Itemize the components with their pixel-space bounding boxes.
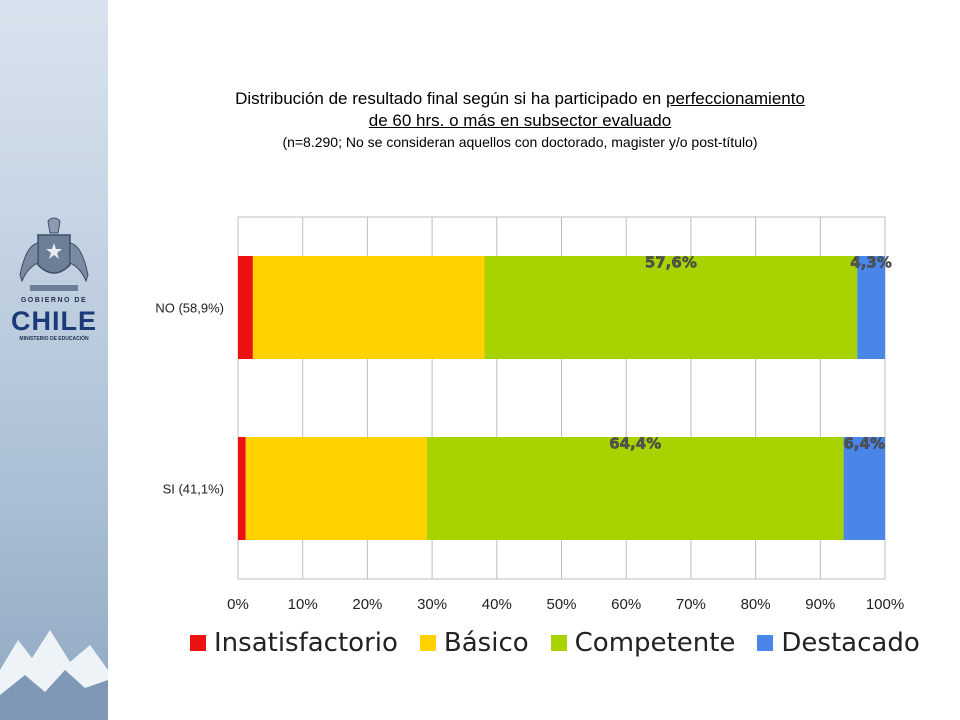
coat-of-arms-icon [19, 217, 89, 291]
legend-item: Competente [550, 628, 736, 658]
x-tick-label: 0% [227, 596, 249, 613]
logo-text-gobierno: GOBIERNO DE [20, 297, 88, 304]
x-tick-label: 70% [676, 596, 706, 613]
bar-segment [857, 256, 885, 359]
legend-label: Competente [574, 628, 736, 658]
data-label: 57,6% [645, 254, 697, 272]
bar-segment [252, 256, 485, 359]
side-panel: GOBIERNO DE CHILE MINISTERIO DE EDUCACIÓ… [0, 0, 108, 720]
bar-segment [238, 256, 253, 359]
legend-label: Básico [443, 628, 529, 658]
title-line-1-underlined: perfeccionamiento [666, 89, 805, 108]
title-line-1-text: Distribución de resultado final según si… [235, 89, 666, 108]
bar-segment [843, 437, 885, 540]
legend-swatch [419, 635, 436, 651]
x-tick-label: 50% [546, 596, 576, 613]
bar-segment [426, 437, 844, 540]
bar-segment [484, 256, 858, 359]
data-label: 6,4% [843, 435, 885, 453]
title-line-2: de 60 hrs. o más en subsector evaluado [120, 110, 920, 132]
x-tick-label: 10% [288, 596, 318, 613]
logo-text-chile: CHILE [11, 306, 97, 336]
chart-legend: Insatisfactorio Básico Competente Destacado [190, 626, 920, 660]
data-label: 4,3% [850, 254, 892, 272]
legend-label: Insatisfactorio [214, 628, 398, 658]
gobierno-chile-logo: GOBIERNO DE CHILE MINISTERIO DE EDUCACIÓ… [8, 215, 100, 345]
x-tick-label: 60% [611, 596, 641, 613]
chart-subtitle: (n=8.290; No se consideran aquellos con … [282, 134, 758, 150]
bar-segment [245, 437, 427, 540]
category-label: NO (58,9%) [155, 301, 224, 316]
legend-item: Básico [419, 628, 529, 658]
title-line-2-underlined: de 60 hrs. o más en subsector evaluado [368, 111, 672, 130]
legend-swatch [550, 635, 567, 651]
mountain-decoration [0, 630, 108, 720]
legend-item: Destacado [757, 628, 920, 658]
legend-label: Destacado [781, 628, 920, 658]
chart-title: Distribución de resultado final según si… [120, 88, 920, 152]
legend-swatch [757, 635, 774, 651]
x-tick-label: 80% [741, 596, 771, 613]
title-line-1: Distribución de resultado final según si… [120, 88, 920, 110]
data-label: 64,4% [609, 435, 661, 453]
legend-swatch [190, 635, 206, 651]
x-tick-label: 40% [482, 596, 512, 613]
x-tick-label: 100% [866, 596, 904, 613]
legend-item: Insatisfactorio [190, 628, 398, 658]
logo-text-ministerio: MINISTERIO DE EDUCACIÓN [19, 336, 89, 342]
category-label: SI (41,1%) [163, 482, 224, 497]
stacked-bar-chart: 0% 10% 20% 30% 40% 50% 60% 70% 80% 90% 100% NO (58,… [155, 216, 904, 613]
x-tick-label: 30% [417, 596, 447, 613]
bar-segment [238, 437, 246, 540]
x-tick-label: 20% [352, 596, 382, 613]
x-tick-label: 90% [805, 596, 835, 613]
